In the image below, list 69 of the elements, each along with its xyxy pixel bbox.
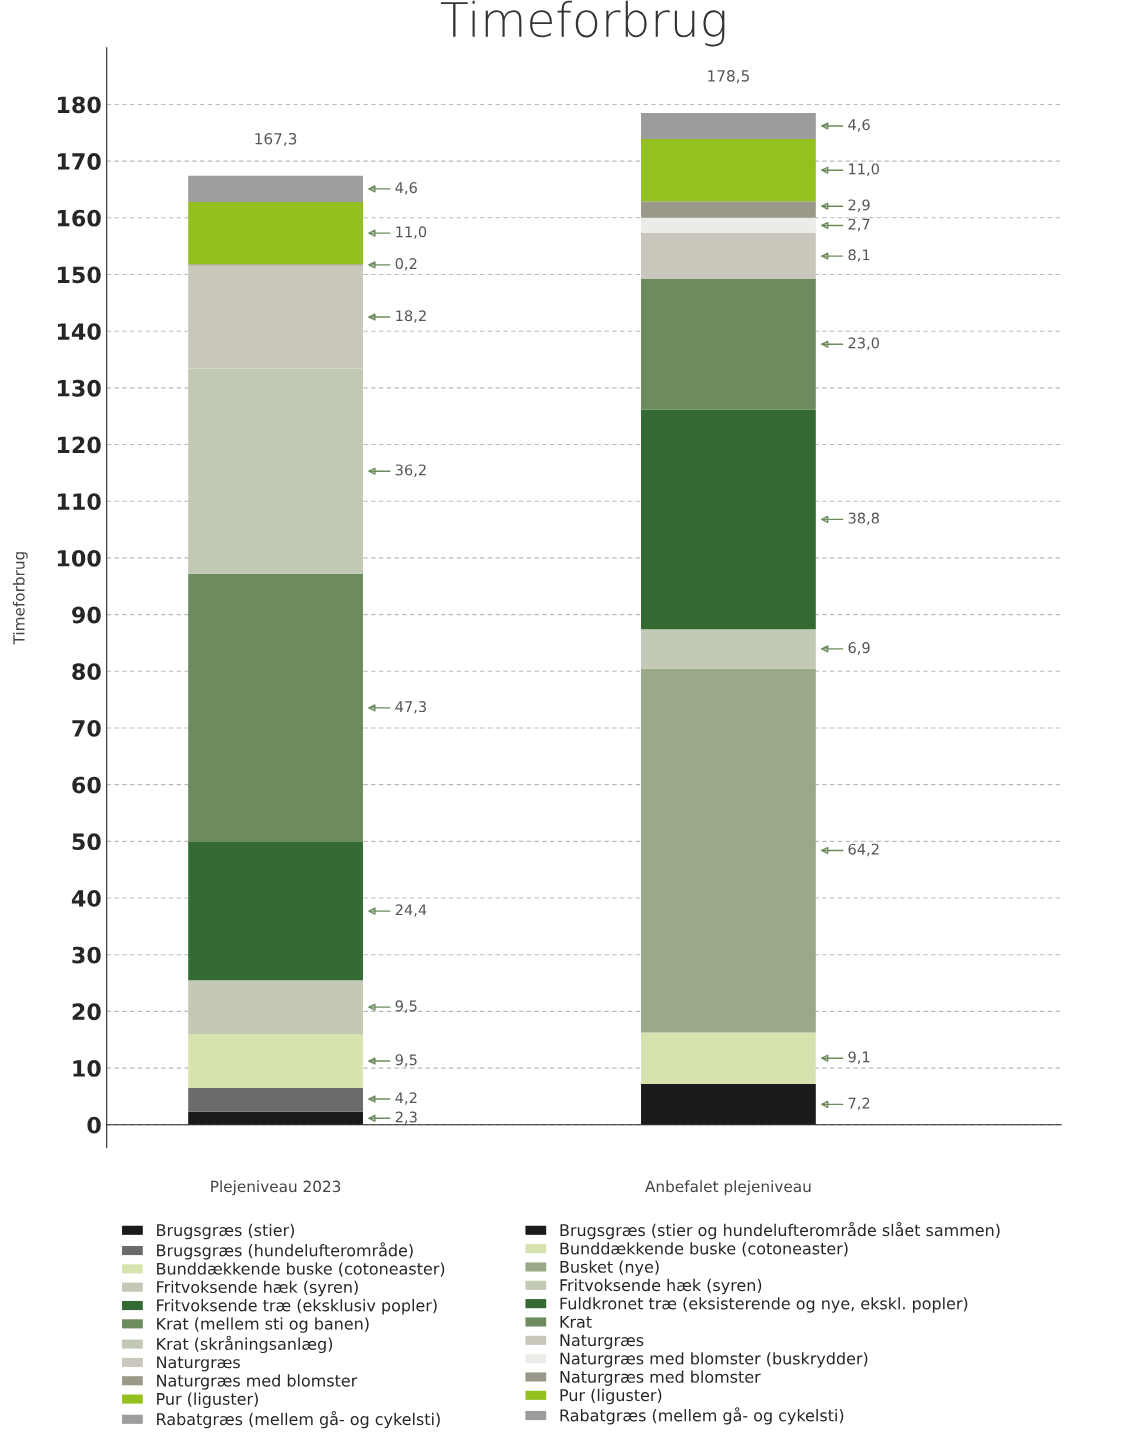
y-tick-label: 100 — [57, 549, 101, 567]
y-tick-label: 40 — [71, 890, 101, 907]
y-tick-label: 110 — [57, 493, 101, 510]
legend-label: Fritvoksende hæk (syren) — [157, 1280, 358, 1297]
data-label: 4,6 — [395, 182, 417, 195]
legend-label: Brugsgræs (hundelufterområde) — [157, 1242, 413, 1260]
data-label: 9,1 — [848, 1051, 870, 1064]
y-tick-label: 180 — [57, 96, 101, 114]
legend-label: Fritvoksende træ (eksklusiv popler) — [157, 1299, 437, 1315]
data-label: 4,6 — [848, 119, 870, 132]
y-tick-label: 80 — [72, 663, 101, 681]
data-label: 23,0 — [848, 337, 880, 350]
y-tick-label: 50 — [72, 833, 101, 851]
legend-label: Rabatgræs (mellem gå- og cykelsti) — [560, 1407, 844, 1425]
y-tick-label: 60 — [72, 776, 101, 794]
y-tick-label: 150 — [57, 266, 101, 284]
data-label: 6,9 — [848, 642, 870, 655]
legend-label: Naturgræs — [157, 1356, 240, 1372]
legend-label: Pur (liguster) — [560, 1388, 662, 1405]
y-tick-label: 30 — [72, 946, 101, 964]
legend-label: Brugsgræs (stier) — [157, 1223, 294, 1240]
legend-label: Bunddækkende buske (cotoneaster) — [560, 1242, 848, 1257]
data-label: 11,0 — [849, 163, 880, 176]
chart-title: Timeforbrug — [440, 0, 725, 47]
data-label: 2,3 — [395, 1111, 417, 1124]
y-tick-label: 130 — [57, 379, 101, 397]
data-label: 8,1 — [848, 249, 870, 262]
y-tick-label: 20 — [72, 1003, 101, 1021]
data-label: 24,4 — [395, 904, 427, 917]
legend-label: Naturgræs med blomster (buskrydder) — [560, 1352, 868, 1368]
data-label: 4,2 — [395, 1092, 417, 1105]
data-label: 0,2 — [395, 258, 417, 271]
legend-label: Rabatgræs (mellem gå- og cykelsti) — [157, 1410, 440, 1429]
legend-label: Bunddækkende buske (cotoneaster) — [157, 1262, 445, 1277]
legend-label: Fritvoksende hæk (syren) — [560, 1278, 762, 1295]
x-tick-label: Anbefalet plejeniveau — [645, 1180, 811, 1196]
legend-label: Krat — [560, 1315, 592, 1328]
y-tick-label: 70 — [72, 719, 101, 737]
legend-label: Fuldkronet træ (eksisterende og nye, ekskl. popler) — [560, 1297, 968, 1313]
data-label: 2,9 — [848, 199, 870, 212]
y-tick-label: 90 — [72, 606, 101, 624]
y-tick-label: 140 — [57, 323, 101, 340]
total-label: 167,3 — [255, 133, 297, 147]
y-axis-title: Timeforbrug — [12, 552, 28, 645]
legend-label: Brugsgræs (stier og hundelufterområde slået sammen) — [560, 1221, 1000, 1240]
y-tick-label: 120 — [57, 436, 101, 454]
y-tick-label: 170 — [57, 153, 101, 170]
data-label: 36,2 — [395, 464, 426, 477]
legend-label: Krat (mellem sti og banen) — [157, 1317, 369, 1333]
y-tick-label: 10 — [73, 1060, 101, 1077]
y-tick-label: 160 — [57, 209, 101, 227]
total-label: 178,5 — [708, 70, 749, 84]
data-label: 38,8 — [848, 512, 879, 526]
legend-label: Busket (nye) — [560, 1260, 659, 1276]
data-label: 2,7 — [848, 218, 870, 232]
data-label: 64,2 — [848, 843, 879, 857]
data-label: 18,2 — [396, 310, 426, 323]
data-label: 11,0 — [396, 226, 427, 239]
legend-label: Pur (liguster) — [157, 1392, 258, 1409]
y-tick-label: 0 — [87, 1116, 101, 1134]
legend-label: Naturgræs — [560, 1334, 644, 1350]
legend-label: Naturgræs med blomster — [157, 1374, 358, 1390]
legend-label: Naturgræs med blomster — [560, 1370, 761, 1386]
data-label: 7,2 — [848, 1097, 870, 1111]
data-label: 47,3 — [395, 701, 426, 714]
data-label: 9,5 — [395, 1000, 417, 1013]
data-label: 9,5 — [395, 1054, 417, 1067]
x-tick-label: Plejeniveau 2023 — [211, 1180, 341, 1196]
legend-label: Krat (skråningsanlæg) — [157, 1335, 333, 1354]
